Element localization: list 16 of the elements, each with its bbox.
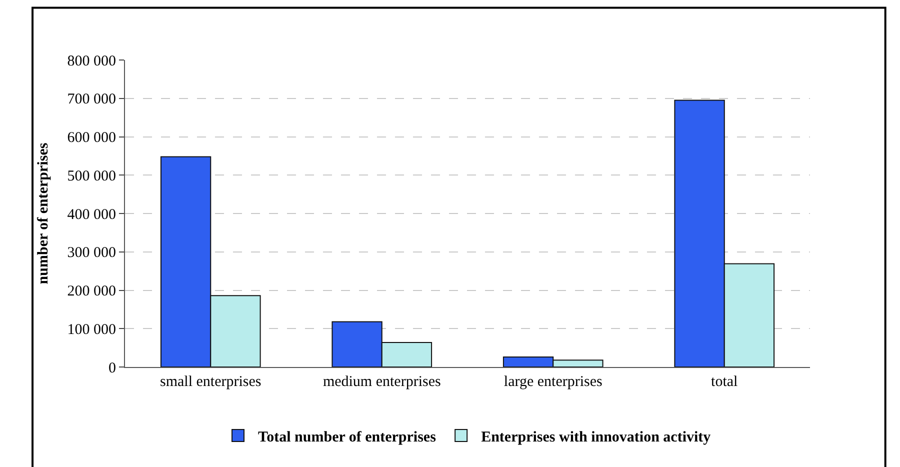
y-tick-label: 500 000	[67, 168, 116, 184]
x-tick-label: medium enterprises	[322, 374, 441, 390]
y-tick-label: 700 000	[67, 92, 116, 108]
y-tick-label: 100 000	[67, 322, 116, 338]
x-tick-label: small enterprises	[160, 374, 262, 390]
y-tick-label: 400 000	[67, 206, 116, 223]
x-tick-label: total	[711, 374, 738, 390]
y-tick-label: 600 000	[67, 130, 116, 146]
y-tick-label: 200 000	[67, 284, 116, 300]
legend-label: Total number of enterprises	[258, 429, 436, 446]
legend-label: Enterprises with innovation activity	[481, 429, 712, 446]
x-tick-label: large enterprises	[504, 374, 603, 390]
y-tick-label: 800 000	[67, 53, 116, 70]
y-axis-title: number of enterprises	[36, 142, 52, 284]
y-tick-label: 300 000	[67, 245, 116, 262]
y-tick-label: 0	[108, 360, 116, 376]
